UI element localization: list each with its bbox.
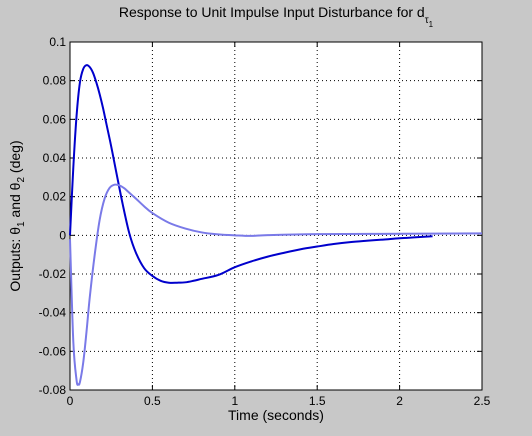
x-tick-label: 2 bbox=[396, 394, 403, 408]
series-line-2 bbox=[69, 183, 483, 386]
y-tick-label: 0.06 bbox=[43, 112, 67, 126]
series-group bbox=[69, 64, 483, 386]
x-tick-label: 1.5 bbox=[309, 394, 326, 408]
axis-ticks: 0 0.5 1 1.5 2 2.5 -0.08 -0.06 -0.04 -0.02 0 0.02 0.0… bbox=[39, 35, 491, 408]
chart-title: Response to Unit Impulse Input Disturban… bbox=[119, 4, 434, 29]
grid bbox=[70, 42, 482, 390]
series-line-1 bbox=[69, 64, 433, 284]
y-tick-label: -0.06 bbox=[39, 344, 67, 358]
y-axis-label: Outputs: θ1 and θ2 (deg) bbox=[7, 140, 27, 291]
y-tick-label: -0.04 bbox=[39, 306, 67, 320]
y-tick-label: -0.08 bbox=[39, 383, 67, 397]
y-tick-label: 0.04 bbox=[43, 151, 67, 165]
y-tick-label: -0.02 bbox=[39, 267, 67, 281]
plot-area bbox=[69, 41, 483, 391]
x-axis-label: Time (seconds) bbox=[228, 407, 324, 423]
x-tick-label: 0 bbox=[67, 394, 74, 408]
x-tick-label: 2.5 bbox=[474, 394, 491, 408]
y-tick-label: 0.08 bbox=[43, 74, 67, 88]
y-tick-label: 0 bbox=[59, 228, 66, 242]
x-tick-label: 1 bbox=[231, 394, 238, 408]
x-tick-label: 0.5 bbox=[144, 394, 161, 408]
y-tick-label: 0.1 bbox=[49, 35, 66, 49]
y-tick-label: 0.02 bbox=[43, 190, 67, 204]
